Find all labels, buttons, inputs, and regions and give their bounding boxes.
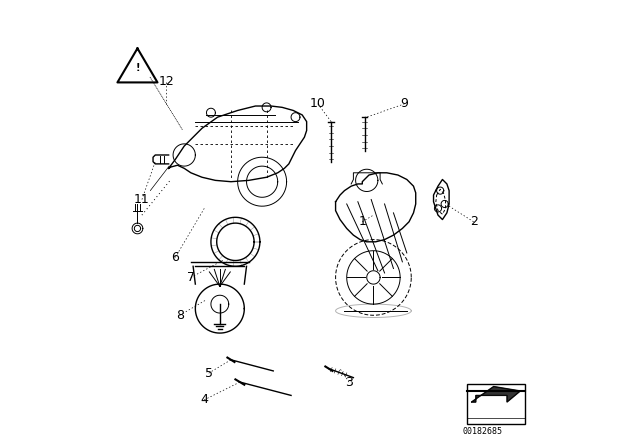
Text: 5: 5 [205,366,212,379]
Text: 8: 8 [176,309,184,322]
Polygon shape [472,387,520,402]
Text: 7: 7 [187,271,195,284]
Text: 11: 11 [134,193,150,206]
Text: 10: 10 [310,97,326,110]
Text: 00182685: 00182685 [463,426,502,435]
Text: 4: 4 [200,393,208,406]
Text: 6: 6 [172,251,179,264]
Text: 2: 2 [470,215,477,228]
Text: !: ! [135,63,140,73]
Text: 3: 3 [345,375,353,388]
Bar [467,384,525,424]
Text: 9: 9 [401,97,408,110]
Text: 12: 12 [159,75,174,88]
Text: 1: 1 [358,215,366,228]
